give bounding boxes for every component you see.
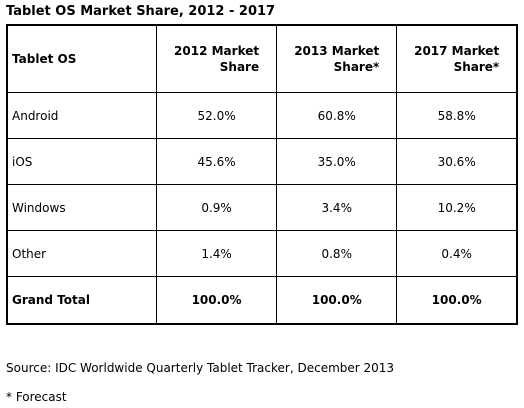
grand-total-label: Grand Total bbox=[6, 276, 157, 325]
cell-2017-share: 30.6% bbox=[396, 138, 518, 185]
total-2017-share: 100.0% bbox=[396, 276, 518, 325]
row-os-name: iOS bbox=[6, 138, 157, 185]
row-os-name: Windows bbox=[6, 184, 157, 231]
grand-total-row: Grand Total 100.0% 100.0% 100.0% bbox=[6, 276, 518, 325]
market-share-table: Tablet OS 2012 Market Share 2013 Market … bbox=[6, 24, 518, 325]
total-2013-share: 100.0% bbox=[276, 276, 398, 325]
total-2012-share: 100.0% bbox=[155, 276, 278, 325]
header-2013-line2: Share* bbox=[333, 60, 380, 74]
header-2013-share: 2013 Market Share* bbox=[276, 24, 398, 93]
cell-2012-share: 45.6% bbox=[155, 138, 278, 185]
header-2012-share: 2012 Market Share bbox=[155, 24, 278, 93]
table-row: iOS 45.6% 35.0% 30.6% bbox=[6, 138, 518, 185]
header-tablet-os-label: Tablet OS bbox=[12, 52, 77, 66]
cell-2013-share: 35.0% bbox=[276, 138, 398, 185]
cell-2012-share: 1.4% bbox=[155, 230, 278, 277]
header-2012-line1: 2012 Market bbox=[174, 44, 260, 58]
source-note: Source: IDC Worldwide Quarterly Tablet T… bbox=[6, 361, 395, 375]
table-title: Tablet OS Market Share, 2012 - 2017 bbox=[6, 4, 276, 19]
cell-2012-share: 52.0% bbox=[155, 92, 278, 139]
cell-2013-share: 0.8% bbox=[276, 230, 398, 277]
table-row: Other 1.4% 0.8% 0.4% bbox=[6, 230, 518, 277]
header-2017-line2: Share* bbox=[453, 60, 500, 74]
cell-2013-share: 60.8% bbox=[276, 92, 398, 139]
header-2017-share: 2017 Market Share* bbox=[396, 24, 518, 93]
row-os-name: Android bbox=[6, 92, 157, 139]
header-tablet-os: Tablet OS bbox=[6, 24, 157, 93]
table-row: Windows 0.9% 3.4% 10.2% bbox=[6, 184, 518, 231]
row-os-name: Other bbox=[6, 230, 157, 277]
header-2017-line1: 2017 Market bbox=[414, 44, 500, 58]
table-header-row: Tablet OS 2012 Market Share 2013 Market … bbox=[6, 24, 518, 93]
header-2012-line2: Share bbox=[219, 60, 260, 74]
header-2013-line1: 2013 Market bbox=[294, 44, 380, 58]
cell-2017-share: 10.2% bbox=[396, 184, 518, 231]
cell-2017-share: 58.8% bbox=[396, 92, 518, 139]
forecast-footnote: * Forecast bbox=[6, 390, 67, 404]
cell-2013-share: 3.4% bbox=[276, 184, 398, 231]
cell-2017-share: 0.4% bbox=[396, 230, 518, 277]
cell-2012-share: 0.9% bbox=[155, 184, 278, 231]
table-row: Android 52.0% 60.8% 58.8% bbox=[6, 92, 518, 139]
